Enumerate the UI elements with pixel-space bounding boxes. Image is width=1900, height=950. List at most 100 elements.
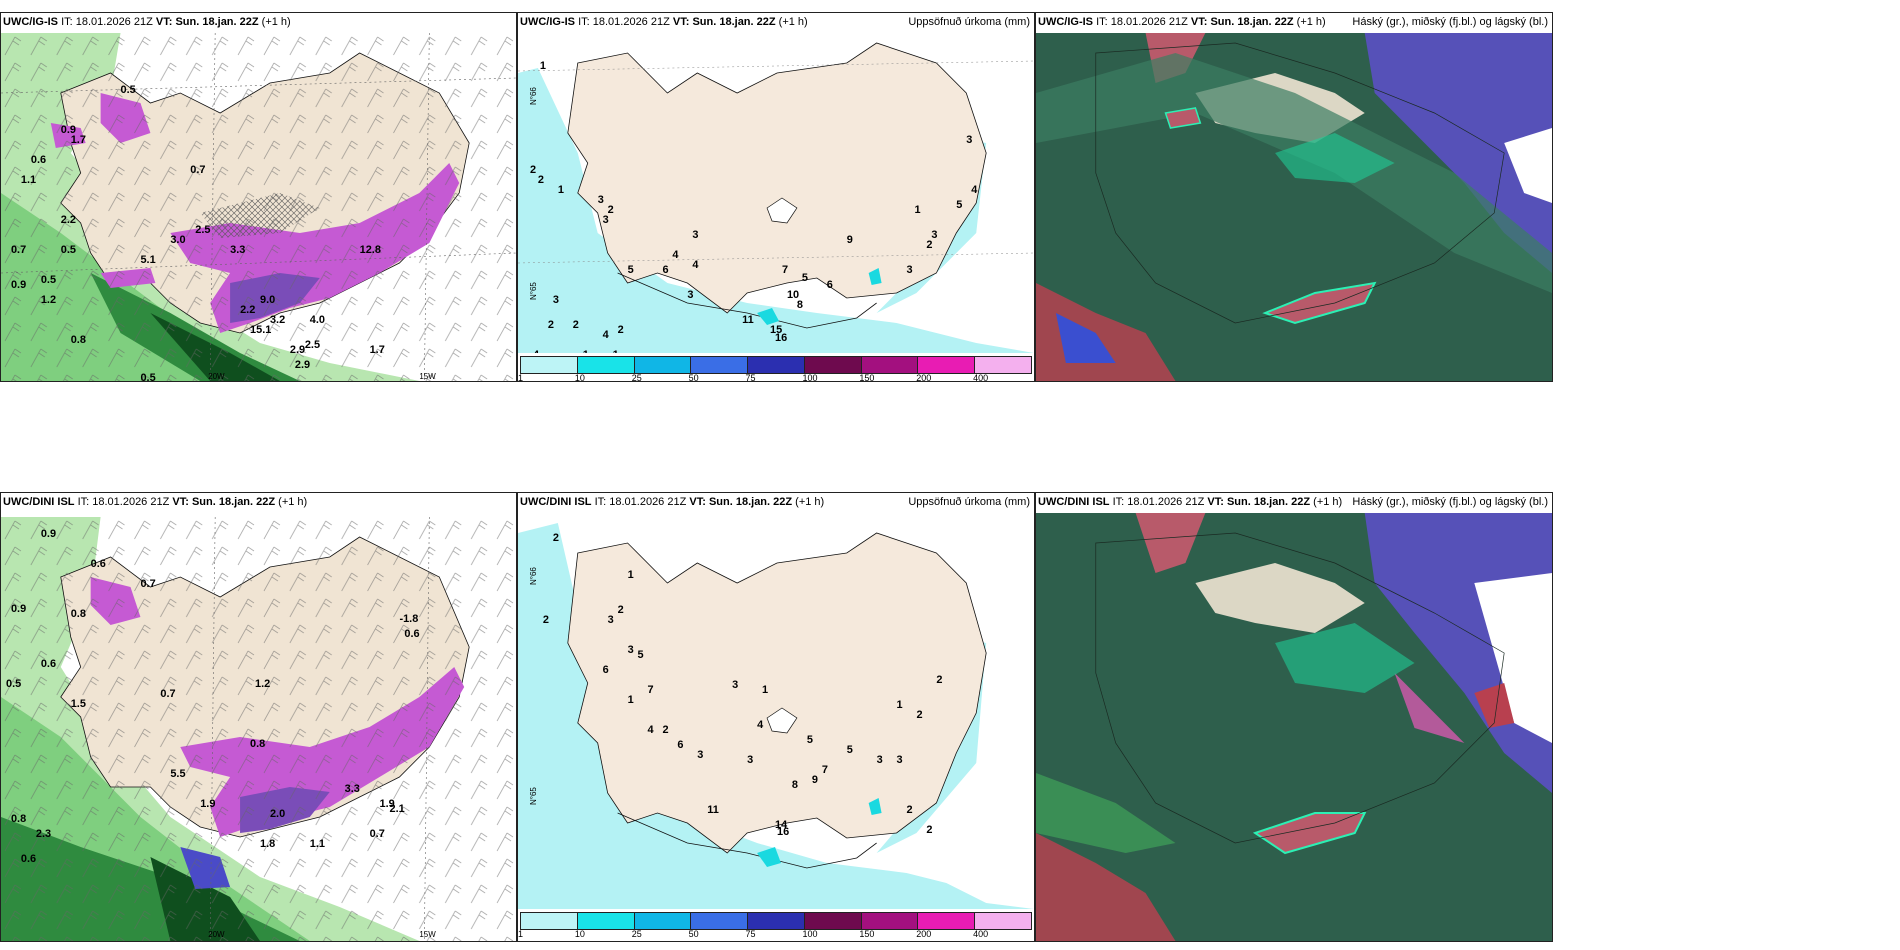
value-label: 5 <box>847 744 853 756</box>
value-label: 3 <box>747 754 753 766</box>
map-accum-precip[interactable]: N°66 N°65 2 2 1 2 3 6 5 1 3 7 4 2 3 1 5 4 6 3 11 3 8 9 7 5 3 3 1 2 2… <box>518 513 1034 909</box>
value-label: 0.7 <box>11 244 26 256</box>
value-label: 10 <box>787 289 799 301</box>
value-label: 2.5 <box>305 339 320 351</box>
value-label: 3 <box>966 134 972 146</box>
colorbar-swatch <box>748 357 805 373</box>
colorbar-tick-label: 50 <box>688 373 699 382</box>
panel-top-right-clouds: UWC/IG-IS IT: 18.01.2026 21Z VT: Sun. 18… <box>1035 12 1553 382</box>
value-label: 0.8 <box>71 334 86 346</box>
panel-header: UWC/DINI ISL IT: 18.01.2026 21Z VT: Sun.… <box>1 493 516 529</box>
value-label: 0.9 <box>41 528 56 540</box>
model-name: UWC/IG-IS <box>1038 16 1093 28</box>
value-label: 1.1 <box>21 174 36 186</box>
value-label: 7 <box>782 264 788 276</box>
value-label: 2.5 <box>195 224 210 236</box>
value-label: 0.5 <box>6 678 21 690</box>
value-label: 3.2 <box>270 314 285 326</box>
vt-label: VT: <box>172 496 189 508</box>
panel-header: UWC/IG-IS IT: 18.01.2026 21Z VT: Sun. 18… <box>518 13 1034 37</box>
init-time: 18.01.2026 21Z <box>609 496 687 508</box>
colorbar-tick-label: 75 <box>745 929 756 939</box>
panel-header: UWC/DINI ISL IT: 18.01.2026 21Z VT: Sun.… <box>518 493 1034 517</box>
map-clouds[interactable] <box>1036 33 1552 381</box>
value-label: 11 <box>742 314 754 326</box>
valid-time: Sun. 18.jan. 22Z <box>191 496 276 508</box>
map-clouds[interactable] <box>1036 513 1552 941</box>
lon-label-15w: 15W <box>419 930 436 939</box>
map-accum-precip[interactable]: N°66 N°65 122132356434342321214108117569… <box>518 33 1034 353</box>
lead-time: (+1 h) <box>278 496 308 508</box>
value-label: 1 <box>762 684 768 696</box>
value-label: 6 <box>677 739 683 751</box>
colorbar-tick-label: 150 <box>859 929 875 939</box>
value-label: 1.2 <box>255 678 270 690</box>
value-label: 1.2 <box>41 294 56 306</box>
value-label: 2.9 <box>290 344 305 356</box>
panel-title: Uppsöfnuð úrkoma (mm) <box>908 496 1030 508</box>
value-label: -1.8 <box>399 613 418 625</box>
vt-label: VT: <box>155 16 173 28</box>
map-precip-wind[interactable]: 20W 15W 0.9 0.6 0.9 0.8 0.6 0.5 1.5 0.7 0.7 0.8 1.… <box>1 517 516 941</box>
value-label: 3 <box>687 289 693 301</box>
colorbar-tick-label: 10 <box>574 373 585 382</box>
colorbar-labels: 1 10 25 50 75 100 150 200 400 <box>518 929 1032 941</box>
colorbar-tick-label: 25 <box>631 929 642 939</box>
value-label: 2 <box>573 319 579 331</box>
it-label: IT: <box>1096 16 1108 28</box>
value-label: 2 <box>618 324 624 336</box>
value-label: 16 <box>775 332 787 344</box>
value-label: 6 <box>827 279 833 291</box>
colorbar-tick-label: 10 <box>574 929 585 939</box>
vt-label: VT: <box>672 16 690 28</box>
it-label: IT: <box>594 496 607 508</box>
value-label: 2.2 <box>240 304 255 316</box>
lon-label-15w: 15W <box>419 372 436 381</box>
panel-header: UWC/IG-IS IT: 18.01.2026 21Z VT: Sun. 18… <box>1 13 516 37</box>
value-label: 4.0 <box>310 314 325 326</box>
value-label: 3 <box>877 754 883 766</box>
init-time: 18.01.2026 21Z <box>1127 496 1205 508</box>
value-label: 14 <box>775 819 788 831</box>
valid-time: Sun. 18.jan. 22Z <box>708 496 793 508</box>
value-label: 0.7 <box>160 688 175 700</box>
value-label: 7 <box>822 764 828 776</box>
value-label: 2 <box>618 604 624 616</box>
value-label: 1 <box>613 349 619 353</box>
colorbar-swatch <box>975 913 1032 929</box>
lon-label-20w: 20W <box>208 930 225 939</box>
panel-bottom-left-precip-wind: UWC/DINI ISL IT: 18.01.2026 21Z VT: Sun.… <box>0 492 517 942</box>
value-label: 2 <box>553 532 559 544</box>
model-name: UWC/IG-IS <box>520 16 575 28</box>
value-label: 2 <box>926 824 932 836</box>
value-label: 8 <box>792 779 798 791</box>
value-label: 2 <box>936 674 942 686</box>
value-label: 1.7 <box>71 134 86 146</box>
lead-time: (+1 h) <box>795 496 825 508</box>
panel-header: UWC/IG-IS IT: 18.01.2026 21Z VT: Sun. 18… <box>1036 13 1552 37</box>
valid-time: Sun. 18.jan. 22Z <box>692 16 776 28</box>
value-label: 1 <box>558 184 564 196</box>
value-label: 1 <box>540 60 546 72</box>
value-label: 4 <box>647 724 654 736</box>
lat-label-66n: N°66 <box>529 567 538 585</box>
colorbar-swatch <box>804 913 862 929</box>
value-label: 3 <box>906 264 912 276</box>
it-label: IT: <box>1112 496 1125 508</box>
lat-label-66n: N°66 <box>529 87 538 105</box>
panel-top-left-precip-wind: UWC/IG-IS IT: 18.01.2026 21Z VT: Sun. 18… <box>0 12 517 382</box>
value-label: 0.6 <box>31 154 46 166</box>
value-label: 2 <box>916 709 922 721</box>
it-label: IT: <box>61 16 73 28</box>
colorbar-swatch <box>521 913 578 929</box>
value-label: 0.8 <box>250 738 265 750</box>
value-label: 5 <box>628 264 634 276</box>
value-label: 2 <box>608 204 614 216</box>
value-label: 1 <box>914 204 920 216</box>
value-label: 4 <box>672 249 679 261</box>
map-precip-wind[interactable]: 20W 15W 0.7 0.9 1.1 2.2 0.6 0.7 0.5 0.9 1.2 0.8 0.… <box>1 33 516 381</box>
colorbar-tick-label: 400 <box>973 373 989 382</box>
value-label: 3.3 <box>230 244 245 256</box>
panel-top-mid-accum-precip: UWC/IG-IS IT: 18.01.2026 21Z VT: Sun. 18… <box>517 12 1035 382</box>
value-label: 4 <box>603 329 610 341</box>
